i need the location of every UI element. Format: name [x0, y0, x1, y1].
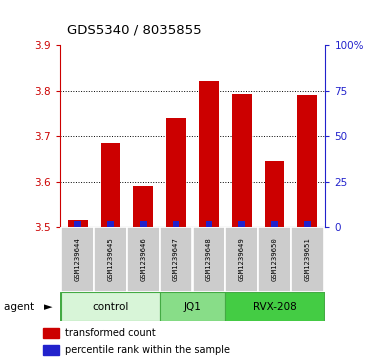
Text: GDS5340 / 8035855: GDS5340 / 8035855	[67, 23, 202, 36]
Text: control: control	[92, 302, 129, 312]
Bar	[291, 227, 323, 292]
Text: percentile rank within the sample: percentile rank within the sample	[65, 345, 229, 355]
Text: GSM1239650: GSM1239650	[271, 238, 278, 281]
Bar	[127, 227, 159, 292]
Bar	[232, 94, 251, 227]
Bar	[304, 221, 311, 227]
Bar	[258, 227, 291, 292]
Bar	[173, 221, 179, 227]
Bar	[160, 227, 192, 292]
Bar	[94, 227, 127, 292]
Bar	[62, 292, 159, 321]
Bar	[134, 186, 153, 227]
Text: GSM1239647: GSM1239647	[173, 238, 179, 281]
Bar	[226, 292, 323, 321]
Text: JQ1: JQ1	[184, 302, 201, 312]
Bar	[166, 118, 186, 227]
Text: GSM1239646: GSM1239646	[140, 238, 146, 281]
Bar	[206, 221, 212, 227]
Text: GSM1239645: GSM1239645	[107, 238, 114, 281]
Text: GSM1239651: GSM1239651	[304, 238, 310, 281]
Text: agent: agent	[4, 302, 37, 312]
Bar	[74, 221, 81, 227]
Bar	[68, 220, 87, 227]
Bar	[140, 221, 147, 227]
Bar	[264, 161, 285, 227]
Text: GSM1239648: GSM1239648	[206, 238, 212, 281]
Bar	[160, 292, 225, 321]
Bar	[298, 95, 317, 227]
Bar	[107, 221, 114, 227]
Text: transformed count: transformed count	[65, 328, 156, 338]
Text: RVX-208: RVX-208	[253, 302, 296, 312]
Text: GSM1239644: GSM1239644	[75, 238, 81, 281]
Bar	[199, 81, 219, 227]
Bar	[62, 227, 94, 292]
Text: GSM1239649: GSM1239649	[239, 238, 245, 281]
Bar	[192, 227, 225, 292]
Bar	[43, 328, 59, 338]
Bar	[271, 221, 278, 227]
Bar	[43, 345, 59, 355]
Bar	[100, 143, 121, 227]
Text: ►: ►	[44, 302, 53, 312]
Bar	[238, 221, 245, 227]
Bar	[226, 227, 258, 292]
